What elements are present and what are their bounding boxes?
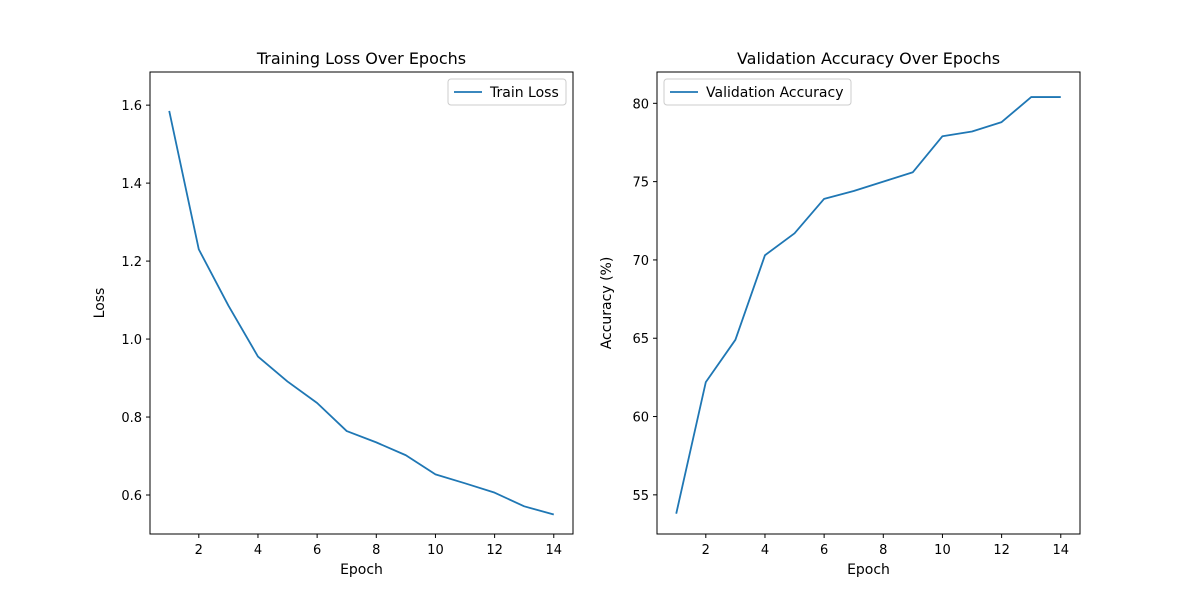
x-tick-label: 2 <box>195 543 203 558</box>
x-tick-label: 8 <box>879 543 887 558</box>
y-tick-label: 80 <box>632 97 649 112</box>
chart-title: Training Loss Over Epochs <box>256 49 466 68</box>
x-tick-label: 4 <box>761 543 769 558</box>
x-axis-label: Epoch <box>847 562 890 578</box>
legend: Train Loss <box>447 78 567 106</box>
validation-accuracy-chart: Validation Accuracy Over Epochs 2 4 6 8 10 12 1… <box>599 49 1081 578</box>
y-tick-label: 75 <box>632 176 649 191</box>
plot-frame <box>656 71 1081 535</box>
x-axis-label: Epoch <box>340 562 383 578</box>
y-tick-label: 0.6 <box>121 489 142 504</box>
plot-frame <box>149 71 574 535</box>
x-tick-label: 8 <box>372 543 380 558</box>
legend-entry: Validation Accuracy <box>706 85 844 101</box>
chart-title: Validation Accuracy Over Epochs <box>737 49 1000 68</box>
x-tick-label: 12 <box>486 543 503 558</box>
y-tick-label: 70 <box>632 254 649 269</box>
x-tick-label: 12 <box>993 543 1010 558</box>
legend-entry: Train Loss <box>489 85 559 101</box>
y-axis-label: Loss <box>92 288 108 319</box>
x-tick-label: 14 <box>545 543 562 558</box>
y-tick-label: 1.4 <box>121 177 142 192</box>
y-tick-label: 65 <box>632 332 649 347</box>
training-loss-chart: Training Loss Over Epochs 2 4 6 8 10 12 14 0.6 0.… <box>92 49 574 578</box>
y-tick-label: 1.2 <box>121 255 142 270</box>
x-tick-label: 4 <box>254 543 262 558</box>
series-line <box>675 96 1061 514</box>
x-tick-label: 14 <box>1052 543 1069 558</box>
x-tick-label: 10 <box>934 543 951 558</box>
x-tick-label: 2 <box>702 543 710 558</box>
legend-box <box>447 78 567 106</box>
y-tick-label: 0.8 <box>121 411 142 426</box>
series-line <box>168 110 555 516</box>
x-tick-label: 10 <box>427 543 444 558</box>
x-tick-label: 6 <box>820 543 828 558</box>
y-tick-label: 1.6 <box>121 99 142 114</box>
x-tick-label: 6 <box>313 543 321 558</box>
y-tick-label: 55 <box>632 489 649 504</box>
legend-box <box>663 78 852 106</box>
y-axis-label: Accuracy (%) <box>599 257 615 350</box>
y-tick-label: 60 <box>632 411 649 426</box>
legend: Validation Accuracy <box>663 78 852 106</box>
y-tick-label: 1.0 <box>121 333 142 348</box>
